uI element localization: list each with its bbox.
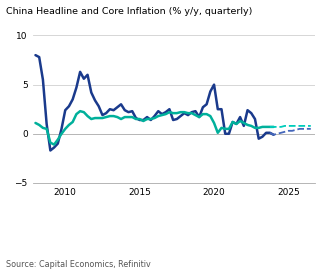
- Text: China Headline and Core Inflation (% y/y, quarterly): China Headline and Core Inflation (% y/y…: [6, 7, 253, 16]
- Text: Source: Capital Economics, Refinitiv: Source: Capital Economics, Refinitiv: [6, 260, 151, 269]
